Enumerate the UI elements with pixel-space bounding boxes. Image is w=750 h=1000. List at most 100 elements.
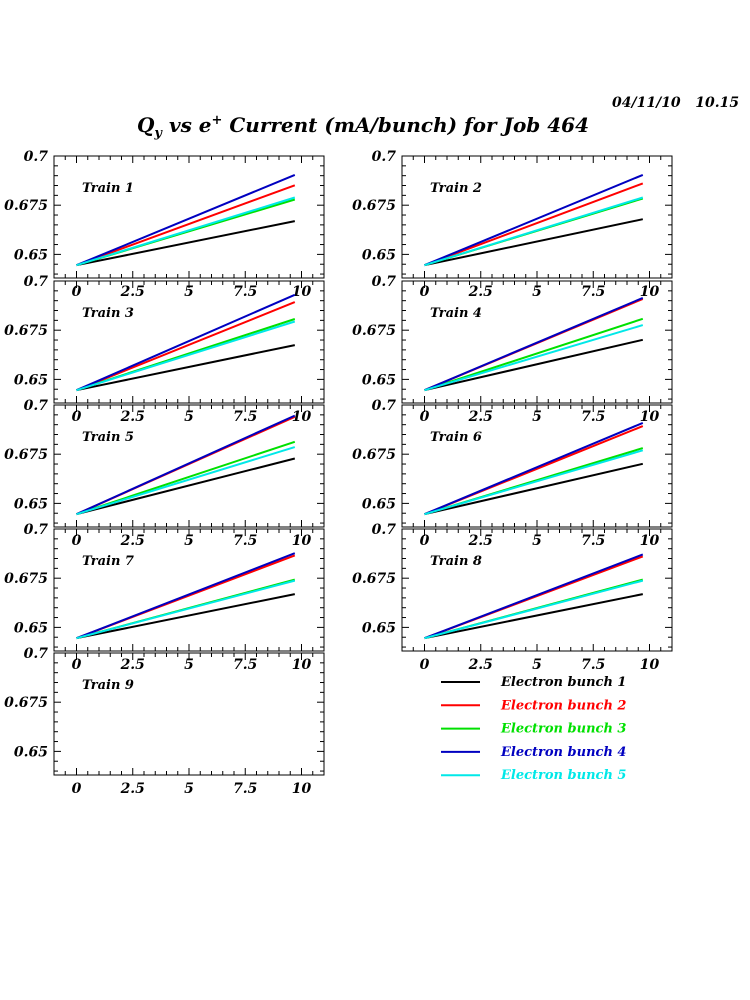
- x-tick-label: 2.5: [120, 409, 145, 425]
- panel-train-8: 0.65 0.675 0.7 0 2.5 5 7.5 10 Train 8: [352, 522, 673, 673]
- legend-item: Electron bunch 3: [441, 722, 626, 737]
- x-tick-label: 2.5: [120, 657, 145, 673]
- x-tick-label: 7.5: [581, 409, 605, 425]
- x-tick-label: 5: [532, 657, 542, 673]
- chart-title: Qy vs e+ Current (mA/bunch) for Job 464: [137, 113, 589, 141]
- legend-label: Electron bunch 5: [500, 768, 626, 783]
- y-tick-label: 0.675: [4, 695, 48, 711]
- panel-label: Train 4: [430, 306, 482, 321]
- title-superscript: +: [212, 113, 223, 128]
- y-tick-label: 0.7: [24, 646, 49, 662]
- title-subscript: y: [153, 126, 163, 141]
- x-tick-label: 10: [292, 533, 312, 549]
- x-tick-label: 7.5: [233, 781, 257, 797]
- series-line-electron-bunch-4: [424, 553, 644, 640]
- y-tick-label: 0.675: [4, 323, 48, 339]
- panel-train-2: 0.65 0.675 0.7 0 2.5 5 7.5 10 Train 2: [352, 149, 673, 300]
- series-line-electron-bunch-1: [76, 593, 295, 640]
- panel-train-9: 0.65 0.675 0.7 0 2.5 5 7.5 10 Train 9: [4, 646, 325, 797]
- y-tick-label: 0.65: [362, 372, 396, 388]
- series-line-electron-bunch-5: [76, 196, 296, 267]
- x-tick-label: 7.5: [581, 284, 605, 300]
- series-line-electron-bunch-4: [76, 293, 296, 392]
- y-tick-label: 0.675: [352, 323, 396, 339]
- x-tick-label: 2.5: [468, 657, 493, 673]
- series-line-electron-bunch-3: [424, 317, 644, 392]
- x-tick-label: 0: [420, 284, 430, 300]
- series-line-electron-bunch-1: [76, 220, 295, 267]
- x-tick-label: 10: [292, 657, 312, 673]
- x-tick-label: 0: [420, 657, 430, 673]
- series-line-electron-bunch-5: [76, 320, 296, 392]
- y-tick-label: 0.65: [14, 496, 48, 512]
- y-tick-label: 0.7: [372, 522, 397, 538]
- panel-train-5: 0.65 0.675 0.7 0 2.5 5 7.5 10 Train 5: [4, 398, 325, 549]
- y-tick-label: 0.7: [24, 398, 49, 414]
- series-line-electron-bunch-5: [424, 579, 644, 640]
- y-tick-label: 0.7: [372, 274, 397, 290]
- timestamp: 04/11/10 10.15: [612, 95, 740, 111]
- y-tick-label: 0.7: [24, 149, 49, 165]
- legend-label: Electron bunch 3: [500, 722, 626, 737]
- y-tick-label: 0.675: [4, 198, 48, 214]
- x-tick-label: 10: [292, 284, 312, 300]
- series-line-electron-bunch-1: [424, 218, 644, 267]
- y-tick-label: 0.675: [352, 198, 396, 214]
- x-tick-label: 2.5: [468, 533, 493, 549]
- x-tick-label: 0: [420, 409, 430, 425]
- x-tick-label: 0: [72, 781, 82, 797]
- y-tick-label: 0.7: [24, 274, 49, 290]
- series-line-electron-bunch-4: [424, 173, 644, 267]
- x-tick-label: 5: [532, 409, 542, 425]
- x-tick-label: 7.5: [581, 657, 605, 673]
- y-tick-label: 0.7: [372, 149, 397, 165]
- series-line-electron-bunch-1: [424, 593, 643, 640]
- y-tick-label: 0.675: [4, 447, 48, 463]
- y-tick-label: 0.7: [24, 522, 49, 538]
- y-tick-label: 0.65: [362, 620, 396, 636]
- x-tick-label: 2.5: [468, 409, 493, 425]
- y-tick-label: 0.675: [352, 447, 396, 463]
- legend-item: Electron bunch 5: [441, 768, 626, 783]
- panel-train-1: 0.65 0.675 0.7 0 2.5 5 7.5 10 Train 1: [4, 149, 325, 300]
- series-line-electron-bunch-4: [76, 552, 296, 640]
- x-tick-label: 5: [184, 781, 194, 797]
- x-tick-label: 10: [640, 284, 660, 300]
- series-line-electron-bunch-5: [76, 446, 296, 516]
- panel-label: Train 1: [82, 181, 134, 196]
- x-tick-label: 0: [72, 284, 82, 300]
- title-mid: vs e: [162, 113, 212, 137]
- x-tick-label: 10: [292, 781, 312, 797]
- y-tick-label: 0.65: [14, 247, 48, 263]
- x-tick-label: 5: [532, 533, 542, 549]
- panel-label: Train 6: [430, 430, 482, 445]
- y-tick-label: 0.65: [14, 744, 48, 760]
- x-tick-label: 5: [184, 533, 194, 549]
- x-tick-label: 5: [184, 657, 194, 673]
- legend-item: Electron bunch 1: [441, 675, 626, 690]
- y-tick-label: 0.65: [14, 372, 48, 388]
- panel-label: Train 3: [82, 306, 134, 321]
- series-line-electron-bunch-2: [76, 301, 296, 392]
- x-tick-label: 2.5: [120, 284, 145, 300]
- panel-label: Train 2: [430, 181, 482, 196]
- x-tick-label: 2.5: [120, 781, 145, 797]
- legend: Electron bunch 1 Electron bunch 2 Electron…: [441, 675, 626, 783]
- series-line-electron-bunch-1: [424, 338, 644, 392]
- x-tick-label: 7.5: [233, 409, 257, 425]
- panel-label: Train 8: [430, 554, 482, 569]
- x-tick-label: 0: [72, 409, 82, 425]
- y-tick-label: 0.675: [352, 571, 396, 587]
- x-tick-label: 0: [72, 657, 82, 673]
- y-tick-label: 0.65: [362, 496, 396, 512]
- panel-train-7: 0.65 0.675 0.7 0 2.5 5 7.5 10 Train 7: [4, 522, 325, 673]
- x-tick-label: 2.5: [468, 284, 493, 300]
- series-line-electron-bunch-5: [424, 196, 644, 267]
- legend-item: Electron bunch 2: [441, 698, 626, 713]
- x-tick-label: 0: [72, 533, 82, 549]
- x-tick-label: 7.5: [233, 657, 257, 673]
- legend-label: Electron bunch 4: [500, 745, 626, 760]
- x-tick-label: 10: [640, 533, 660, 549]
- panel-label: Train 5: [82, 430, 134, 445]
